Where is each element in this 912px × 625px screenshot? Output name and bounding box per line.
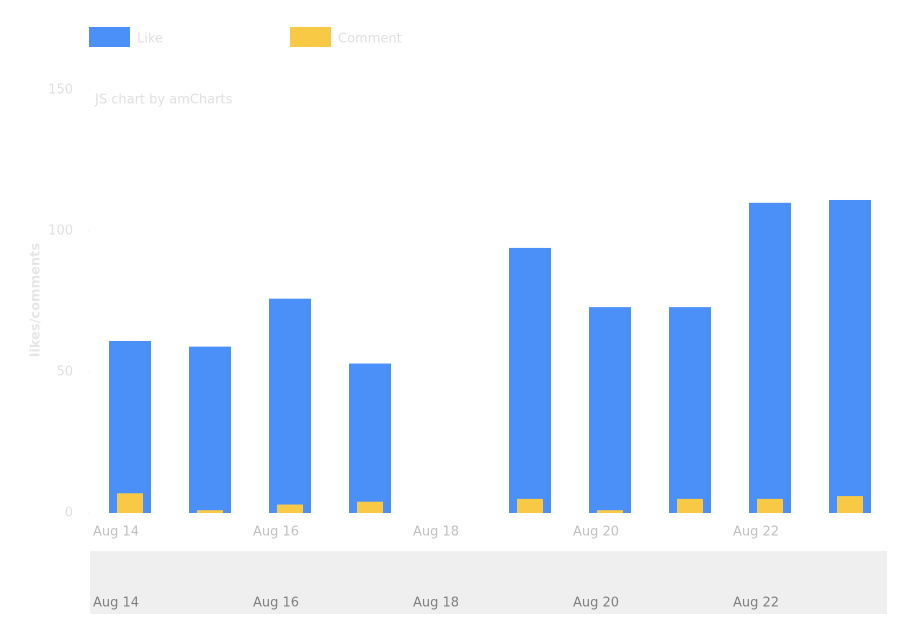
bar	[509, 247, 551, 514]
bar	[749, 202, 791, 514]
y-axis-title: likes/comments	[29, 243, 44, 358]
bar	[669, 307, 711, 513]
credit: JS chart by amCharts	[94, 93, 233, 108]
scrollbar-label: Aug 22	[733, 596, 779, 611]
x-tick-label: Aug 22	[733, 525, 779, 540]
scrollbar-label: Aug 18	[413, 596, 459, 611]
scrollbar-label: Aug 16	[253, 596, 299, 611]
x-tick-label: Aug 14	[93, 525, 139, 540]
bar	[757, 498, 783, 513]
legend-swatch[interactable]	[89, 27, 130, 47]
bar	[189, 346, 231, 513]
x-tick-label: Aug 16	[253, 525, 299, 540]
bar	[589, 307, 631, 513]
bar	[357, 501, 383, 513]
bar	[677, 498, 703, 513]
scrollbar-label: Aug 20	[573, 596, 619, 611]
bar	[597, 510, 623, 513]
y-tick-label: 100	[48, 224, 73, 239]
x-tick-label: Aug 20	[573, 525, 619, 540]
bar	[197, 510, 223, 513]
bar	[517, 498, 543, 513]
y-tick-label: 0	[65, 506, 73, 521]
bar	[269, 298, 311, 513]
legend-label[interactable]: Like	[137, 32, 163, 47]
bar	[109, 340, 151, 513]
legend-label[interactable]: Comment	[338, 32, 402, 47]
bar	[837, 496, 863, 513]
bar	[349, 363, 391, 513]
x-tick-label: Aug 18	[413, 525, 459, 540]
y-tick-label: 150	[48, 83, 73, 98]
y-tick-label: 50	[56, 365, 73, 380]
bar	[117, 493, 143, 513]
scrollbar[interactable]	[90, 551, 887, 614]
bar	[829, 199, 871, 514]
scrollbar-label: Aug 14	[93, 596, 139, 611]
bar	[277, 504, 303, 513]
legend-swatch[interactable]	[290, 27, 331, 47]
